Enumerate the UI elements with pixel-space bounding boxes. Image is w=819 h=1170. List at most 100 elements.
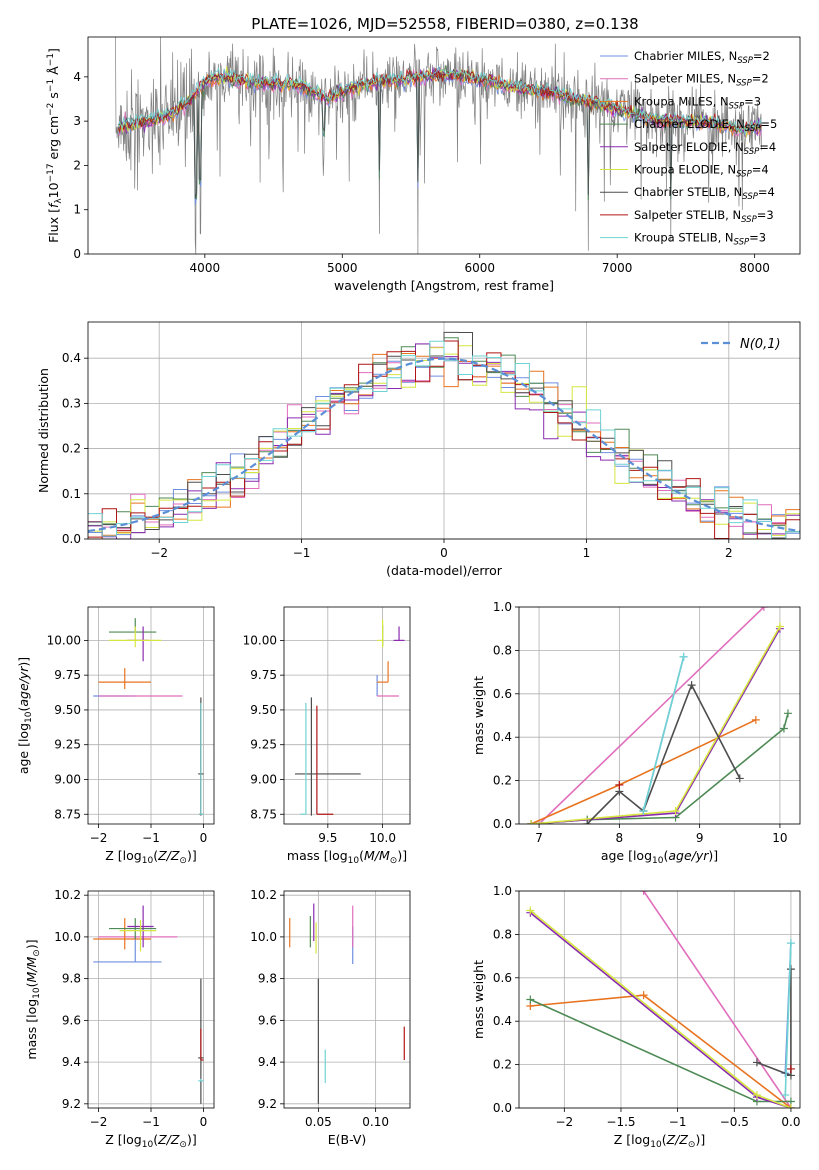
legend-label-kroupa_stelib: Kroupa STELIB, NSSP=3 <box>634 231 766 248</box>
x-tick-label: 10 <box>772 831 787 845</box>
y-axis-label-part: )] <box>16 657 31 667</box>
x-tick-label: 7000 <box>602 261 633 275</box>
series-line <box>538 607 765 824</box>
legend-label-kroupa_elodie: Kroupa ELODIE, NSSP=4 <box>634 163 769 180</box>
x-tick-label: 9 <box>696 831 704 845</box>
series-salpeter_stelib <box>615 780 624 789</box>
point-marker <box>639 806 648 815</box>
legend-label-text: Salpeter STELIB, N <box>634 208 741 222</box>
point-marker <box>752 1090 761 1099</box>
point-marker <box>759 607 768 611</box>
legend-label-chabrier_miles: Chabrier MILES, NSSP=2 <box>634 49 770 66</box>
x-axis-label-part: 10 <box>650 1140 662 1150</box>
y-axis-label: Normed distribution <box>36 368 51 493</box>
figure-title: PLATE=1026, MJD=52558, FIBERID=0380, z=0… <box>251 15 638 33</box>
y-tick-label: 9.75 <box>54 668 81 682</box>
y-tick-label: 9.8 <box>62 972 81 986</box>
y-tick-label: 9.25 <box>250 738 277 752</box>
x-tick-label: −2 <box>555 1115 573 1129</box>
x-axis-label-part: wavelength [Angstrom, rest frame] <box>334 278 554 293</box>
x-tick-label: 7 <box>535 831 543 845</box>
x-axis-label: age [log10(age/yr)] <box>601 848 718 866</box>
point-marker <box>751 715 760 724</box>
y-tick-label: 9.2 <box>258 1097 277 1111</box>
y-axis-label-part: )] <box>24 939 39 949</box>
y-axis-label-part: 10 <box>32 987 42 999</box>
axes-frame <box>87 890 215 1109</box>
point-marker <box>735 774 744 783</box>
point-salpeter_stelib <box>316 705 334 815</box>
x-axis-label-part: )] <box>187 848 197 863</box>
legend-sub: SSP <box>742 192 758 202</box>
plot-area <box>115 37 762 254</box>
y-tick-label: 9.00 <box>54 772 81 786</box>
legend-label-text: Kroupa ELODIE, N <box>634 163 736 177</box>
point-marker <box>671 806 680 815</box>
legend-val: =4 <box>758 185 775 199</box>
x-axis-label: mass [log10(M/M⊙)] <box>287 848 407 866</box>
x-tick-label: 10.0 <box>369 831 396 845</box>
legend-label-chabrier_stelib: Chabrier STELIB, NSSP=4 <box>634 185 775 202</box>
legend-label-salpeter_elodie: Salpeter ELODIE, NSSP=4 <box>634 140 776 157</box>
y-axis-label-part: f <box>46 202 61 208</box>
plot-area <box>88 331 800 539</box>
y-axis-label-part: −1 <box>46 79 56 92</box>
panel-mass_vs_Z: −2 −1 09.29.49.69.810.010.2Z [log10(Z/Z⊙)]… <box>24 888 215 1150</box>
x-axis-label-part: )] <box>708 848 718 863</box>
y-tick-label: 0.0 <box>62 532 81 546</box>
point-kroupa_elodie <box>119 920 157 952</box>
y-tick-label: 9.75 <box>250 668 277 682</box>
legend-val: =4 <box>752 163 769 177</box>
x-axis-label-part: 10 <box>142 1140 154 1150</box>
y-axis-label-part: Å <box>46 66 61 79</box>
y-tick-label: 10.2 <box>54 888 81 902</box>
model-chabrier_stelib <box>118 69 762 199</box>
x-axis-label: E(B-V) <box>328 1132 367 1147</box>
legend-sub: SSP <box>741 215 757 225</box>
x-axis-label-part: )] <box>187 1132 197 1147</box>
y-tick-label: 0.2 <box>493 1058 512 1072</box>
y-axis-label-part: age [log <box>16 723 31 774</box>
y-tick-label: 0.6 <box>493 687 512 701</box>
x-axis-label-part: 10 <box>348 856 360 866</box>
x-tick-label: −1 <box>293 546 311 560</box>
y-tick-label: 0.4 <box>62 351 81 365</box>
point-marker <box>583 820 592 824</box>
y-tick-label: 10.00 <box>243 633 277 647</box>
y-axis-label-part: mass weight <box>471 960 486 1039</box>
point-kroupa_miles <box>93 918 151 950</box>
y-tick-label: 0.6 <box>493 971 512 985</box>
legend-label-text: Kroupa STELIB, N <box>634 231 734 245</box>
series-chabrier_elodie <box>526 995 795 1106</box>
y-tick-label: 0.3 <box>62 396 81 410</box>
plot-area <box>93 618 204 816</box>
x-tick-label: 5000 <box>327 261 358 275</box>
y-axis-label-part: 10 <box>46 182 61 198</box>
y-tick-label: 1.0 <box>493 884 512 898</box>
point-marker <box>535 820 544 824</box>
y-tick-label: 8.75 <box>54 807 81 821</box>
point-kroupa_miles <box>98 668 151 690</box>
y-axis-label-part: −2 <box>46 103 56 116</box>
point-marker <box>786 965 795 974</box>
point-marker <box>687 681 696 690</box>
y-tick-label: 10.00 <box>47 633 81 647</box>
y-tick-label: 0.4 <box>493 730 512 744</box>
x-axis-label-part: ⊙ <box>688 1140 696 1150</box>
y-axis-label: mass [log10(M/M⊙)] <box>24 939 42 1059</box>
y-tick-label: 0.1 <box>62 487 81 501</box>
grid-lines <box>519 890 800 1109</box>
y-tick-label: 9.8 <box>258 972 277 986</box>
x-tick-label: 2 <box>725 546 733 560</box>
legend-label-salpeter_miles: Salpeter MILES, NSSP=2 <box>634 72 769 89</box>
y-axis-label-part: ( <box>24 982 39 987</box>
legend-val: =4 <box>759 140 776 154</box>
x-axis-label-part: )] <box>695 1132 705 1147</box>
panel-age_vs_mass: 9.5 10.0 8.75 9.00 9.25 9.50 9.75 10.00 mass [lo… <box>243 606 411 866</box>
legend-label-chabrier_elodie: Chabrier ELODIE, NSSP=5 <box>634 117 777 134</box>
legend-sub: SSP <box>736 79 752 89</box>
legend-label-text: Chabrier ELODIE, N <box>634 117 745 131</box>
y-tick-label: 1 <box>73 203 81 217</box>
y-tick-label: 8.75 <box>250 807 277 821</box>
